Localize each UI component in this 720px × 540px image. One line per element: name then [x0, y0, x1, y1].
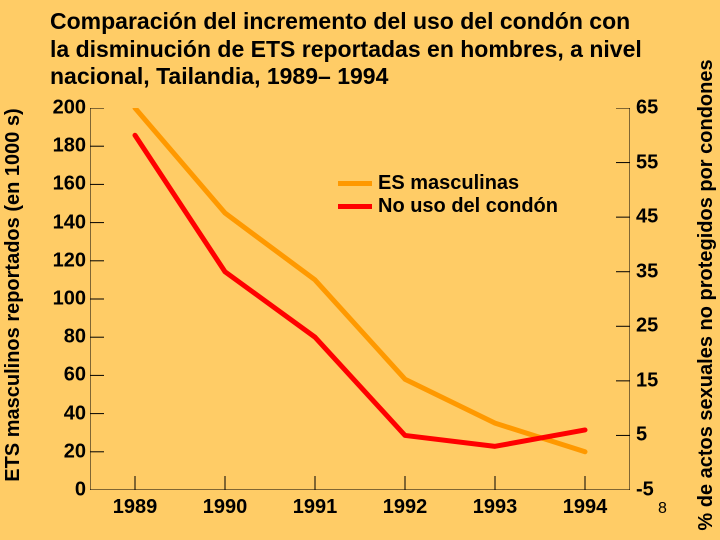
page-number: 8	[658, 500, 667, 518]
legend-item: ES masculinas	[338, 172, 558, 195]
y-right-tick-label: -5	[636, 479, 654, 502]
y-left-tick-label: 120	[53, 249, 86, 272]
y-left-tick-label: 100	[53, 288, 86, 311]
y-left-tick-label: 180	[53, 135, 86, 158]
y-right-tick-label: 25	[636, 315, 658, 338]
legend-item: No uso del condón	[338, 195, 558, 218]
y-left-tick-label: 80	[64, 326, 86, 349]
y-right-tick-label: 45	[636, 206, 658, 229]
x-tick-label: 1989	[113, 496, 158, 519]
y-axis-right-label: % de actos sexuales no protegidos por co…	[695, 59, 718, 530]
x-tick-label: 1994	[563, 496, 608, 519]
x-tick-label: 1991	[293, 496, 338, 519]
y-left-tick-label: 60	[64, 364, 86, 387]
y-right-tick-label: 5	[636, 424, 647, 447]
y-right-tick-label: 35	[636, 260, 658, 283]
y-left-tick-label: 20	[64, 440, 86, 463]
y-left-tick-label: 200	[53, 97, 86, 120]
y-right-tick-label: 55	[636, 151, 658, 174]
y-left-tick-label: 160	[53, 173, 86, 196]
y-right-tick-label: 15	[636, 369, 658, 392]
legend-swatch	[338, 204, 372, 209]
legend-label: No uso del condón	[378, 195, 558, 218]
legend-swatch	[338, 181, 372, 186]
y-right-tick-label: 65	[636, 97, 658, 120]
y-left-tick-label: 140	[53, 211, 86, 234]
chart-title: Comparación del incremento del uso del c…	[50, 8, 650, 91]
page-root: Comparación del incremento del uso del c…	[0, 0, 720, 540]
y-left-tick-label: 40	[64, 402, 86, 425]
y-left-tick-label: 0	[75, 479, 86, 502]
chart-plot-area	[90, 108, 630, 490]
x-tick-label: 1990	[203, 496, 248, 519]
x-tick-label: 1993	[473, 496, 518, 519]
series-line	[135, 108, 585, 452]
y-axis-left-label: ETS masculinos reportados (en 1000 s)	[2, 108, 25, 481]
x-tick-label: 1992	[383, 496, 428, 519]
chart-legend: ES masculinasNo uso del condón	[330, 168, 566, 222]
legend-label: ES masculinas	[378, 172, 519, 195]
